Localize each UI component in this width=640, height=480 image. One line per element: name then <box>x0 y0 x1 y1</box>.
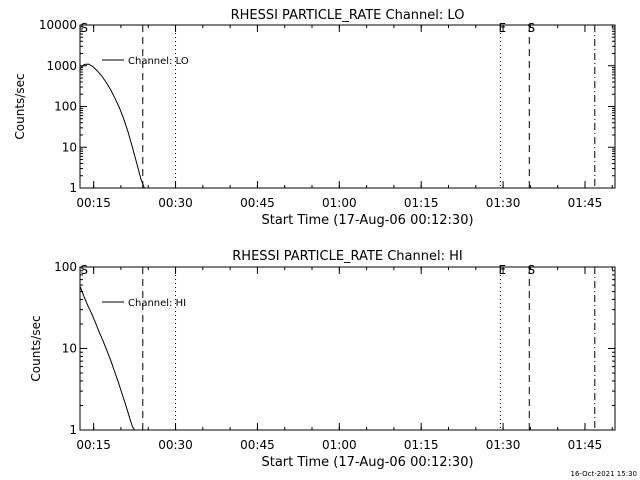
chart-0-x-tick-label: 00:30 <box>158 196 193 210</box>
chart-0-marker-s: S <box>527 21 535 35</box>
chart-0-x-tick-label: 01:45 <box>568 196 603 210</box>
chart-0-x-tick-label: 00:45 <box>240 196 275 210</box>
chart-1-x-tick-label: 00:30 <box>158 438 193 452</box>
chart-1-marker-s: S <box>527 263 535 277</box>
timestamp: 16-Oct-2021 15:30 <box>571 470 637 478</box>
chart-1-x-axis-label: Start Time (17-Aug-06 00:12:30) <box>261 455 473 470</box>
chart-1-legend-entry: Channel: HI <box>128 298 186 309</box>
chart-1-marker-e: E <box>499 263 507 277</box>
chart-0-y-tick-label: 10 <box>62 140 77 154</box>
chart-1-y-tick-label: 1 <box>69 423 77 437</box>
chart-0-title: RHESSI PARTICLE_RATE Channel: LO <box>231 8 465 23</box>
chart-1-x-tick-label: 01:00 <box>322 438 357 452</box>
chart-1-x-tick-label: 01:30 <box>486 438 521 452</box>
chart-1-title: RHESSI PARTICLE_RATE Channel: HI <box>232 249 462 264</box>
chart-0-plot-frame <box>79 24 616 189</box>
chart-0-x-tick-label: 00:15 <box>76 196 111 210</box>
chart-0-x-tick-label: 01:00 <box>322 196 357 210</box>
chart-0-y-axis-label: Counts/sec <box>13 73 27 139</box>
chart-1-y-axis-label: Counts/sec <box>29 315 43 381</box>
chart-0-legend-entry: Channel: LO <box>128 56 189 67</box>
chart-0-x-tick-label: 01:30 <box>486 196 521 210</box>
chart-1-marker-s: S <box>80 263 88 277</box>
chart-1-x-tick-label: 01:15 <box>404 438 439 452</box>
chart-hi: RHESSI PARTICLE_RATE Channel: HI 00:15 00:… <box>29 249 616 470</box>
chart-0-x-axis-label: Start Time (17-Aug-06 00:12:30) <box>261 213 473 228</box>
chart-1-y-tick-label: 10 <box>62 342 77 356</box>
chart-lo: RHESSI PARTICLE_RATE Channel: LO 00:15 00:… <box>13 8 616 228</box>
chart-1-series-line <box>79 286 136 431</box>
chart-0-marker-s: S <box>80 21 88 35</box>
chart-0-y-tick-label: 1 <box>69 181 77 195</box>
chart-0-series-line <box>79 63 145 189</box>
chart-0-y-tick-label: 100 <box>54 100 77 114</box>
chart-1-y-tick-label: 100 <box>54 260 77 274</box>
chart-0-y-tick-label: 1000 <box>46 59 77 73</box>
chart-1-x-tick-label: 01:45 <box>568 438 603 452</box>
chart-0-marker-e: E <box>499 21 507 35</box>
chart-0-y-tick-label: 10000 <box>39 18 77 32</box>
chart-1-x-tick-label: 00:15 <box>76 438 111 452</box>
chart-1-plot-frame <box>79 266 616 431</box>
chart-0-x-tick-label: 01:15 <box>404 196 439 210</box>
chart-1-x-tick-label: 00:45 <box>240 438 275 452</box>
